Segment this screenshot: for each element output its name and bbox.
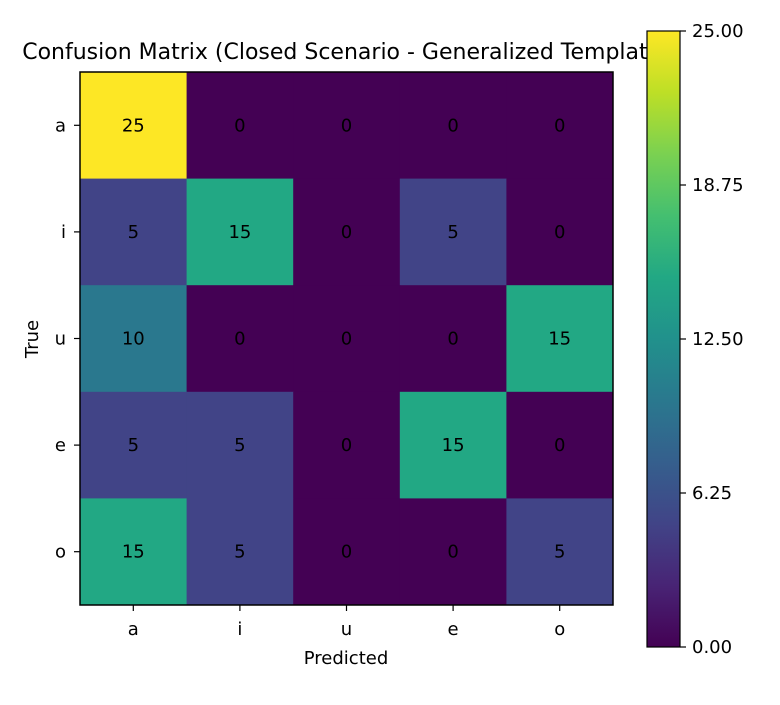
cell-value-label: 5 xyxy=(128,222,139,243)
y-tick-label: a xyxy=(55,115,66,136)
heatmap-cell xyxy=(186,178,294,286)
x-tick-label: i xyxy=(237,619,242,640)
heatmap-cell xyxy=(80,178,188,286)
heatmap-cell xyxy=(399,72,507,180)
heatmap-cell xyxy=(80,391,188,499)
cell-value-label: 0 xyxy=(554,115,565,136)
cell-value-label: 15 xyxy=(442,435,465,456)
heatmap-cell xyxy=(80,498,188,606)
heatmap-cell-labels: 25 0 0 0 0 5 15 0 5 0 10 0 0 0 15 5 5 0 15 0 15 5 0 0 5 xyxy=(122,115,571,562)
heatmap-cell xyxy=(186,285,294,393)
y-tick-label: i xyxy=(61,222,66,243)
heatmap-cell xyxy=(186,72,294,180)
heatmap-cell xyxy=(506,498,614,606)
heatmap-cell xyxy=(293,178,401,286)
x-tick-label: o xyxy=(554,619,565,640)
cell-value-label: 5 xyxy=(128,435,139,456)
cell-value-label: 5 xyxy=(554,542,565,563)
y-tick-label: o xyxy=(55,542,66,563)
cell-value-label: 0 xyxy=(341,435,352,456)
colorbar xyxy=(646,30,681,648)
y-tick-label: u xyxy=(55,329,66,350)
cell-value-label: 15 xyxy=(548,329,571,350)
heatmap-cell xyxy=(506,72,614,180)
heatmap-cell xyxy=(399,285,507,393)
cell-value-label: 0 xyxy=(447,542,458,563)
cell-value-label: 0 xyxy=(554,435,565,456)
heatmap-cell xyxy=(506,391,614,499)
colorbar-ticks: 0.00 6.25 12.50 18.75 25.00 xyxy=(680,21,744,658)
cell-value-label: 25 xyxy=(122,115,145,136)
cell-value-label: 0 xyxy=(234,115,245,136)
colorbar-tick-label: 18.75 xyxy=(692,175,744,196)
colorbar-tick-label: 6.25 xyxy=(692,483,732,504)
cell-value-label: 0 xyxy=(341,329,352,350)
heatmap-cell xyxy=(506,178,614,286)
chart-title: Confusion Matrix (Closed Scenario - Gene… xyxy=(22,40,670,65)
heatmap-cell xyxy=(293,498,401,606)
cell-value-label: 0 xyxy=(341,115,352,136)
cell-value-label: 15 xyxy=(122,542,145,563)
heatmap-cell xyxy=(399,178,507,286)
cell-value-label: 5 xyxy=(447,222,458,243)
heatmap-cell xyxy=(399,498,507,606)
cell-value-label: 0 xyxy=(341,222,352,243)
heatmap-cells xyxy=(80,72,614,606)
colorbar-tick-label: 25.00 xyxy=(692,21,744,42)
cell-value-label: 10 xyxy=(122,329,145,350)
heatmap-cell xyxy=(293,285,401,393)
heatmap-cell xyxy=(293,72,401,180)
heatmap-cell xyxy=(186,391,294,499)
heatmap-cell xyxy=(506,285,614,393)
colorbar-tick-label: 0.00 xyxy=(692,637,732,658)
cell-value-label: 15 xyxy=(228,222,251,243)
x-tick-label: e xyxy=(448,619,459,640)
cell-value-label: 5 xyxy=(234,542,245,563)
y-axis-ticks: a i u e o xyxy=(55,115,80,563)
x-axis-label: Predicted xyxy=(304,648,389,669)
heatmap-cell xyxy=(293,391,401,499)
cell-value-label: 0 xyxy=(554,222,565,243)
y-axis-label: True xyxy=(22,320,43,359)
heatmap-cell xyxy=(80,285,188,393)
cell-value-label: 0 xyxy=(341,542,352,563)
cell-value-label: 0 xyxy=(447,329,458,350)
y-tick-label: e xyxy=(55,435,66,456)
heatmap-cell xyxy=(80,72,188,180)
heatmap-cell xyxy=(399,391,507,499)
x-tick-label: a xyxy=(128,619,139,640)
cell-value-label: 5 xyxy=(234,435,245,456)
x-tick-label: u xyxy=(341,619,352,640)
cell-value-label: 0 xyxy=(234,329,245,350)
colorbar-tick-label: 12.50 xyxy=(692,329,744,350)
cell-value-label: 0 xyxy=(447,115,458,136)
heatmap-cell xyxy=(186,498,294,606)
